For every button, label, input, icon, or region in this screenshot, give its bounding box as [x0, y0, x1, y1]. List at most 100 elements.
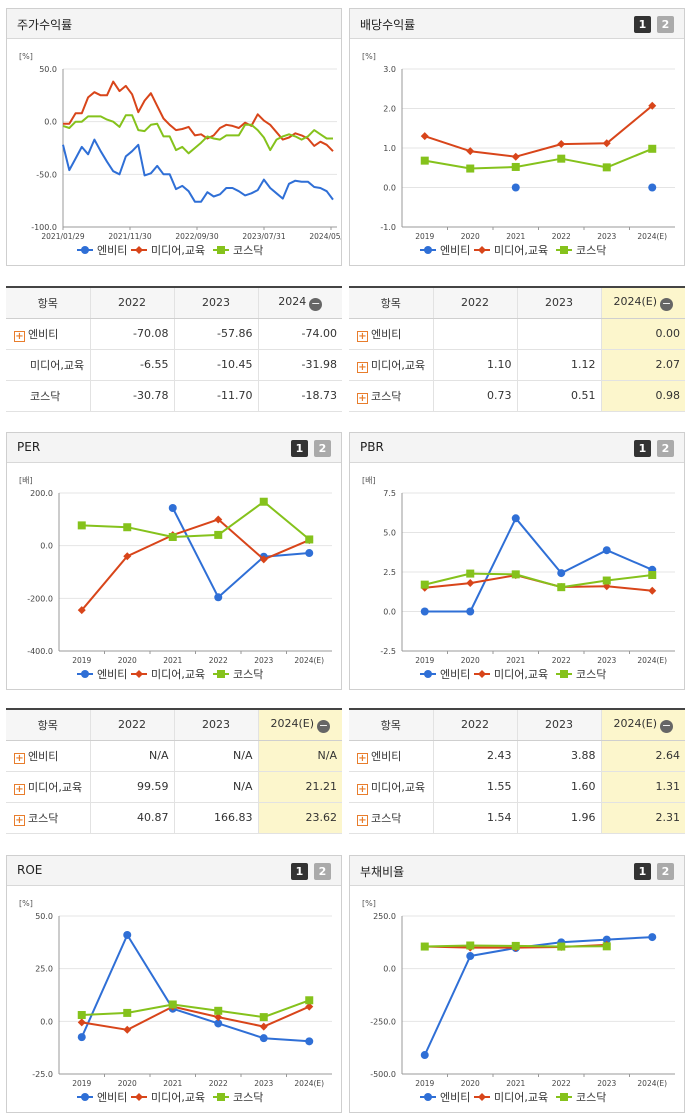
series-line-1 [63, 80, 334, 152]
table-cell: 1.96 [516, 802, 601, 834]
collapse-icon[interactable]: − [309, 296, 323, 311]
chart-panel-3: PBR 1 2 [배] 7.5 5.0 2.5 0.0 -2.5 2019 2020 2021 2022… [349, 432, 685, 690]
row-label-cell[interactable]: + 미디어,교육 [6, 771, 90, 803]
column-header-label: 2024(E) [613, 294, 658, 308]
table-cell: 2.64 [600, 740, 685, 772]
legend-marker [135, 670, 143, 678]
data-point-1 [123, 1025, 132, 1034]
table-cell: 2.43 [432, 740, 517, 772]
view-button-2[interactable]: 2 [314, 863, 331, 880]
row-label-cell[interactable]: + 코스닥 [349, 380, 433, 412]
row-label-cell[interactable]: + 엔비티 [6, 318, 90, 350]
x-tick-label: 2024(E) [637, 656, 667, 665]
column-header: 2024(E) − [257, 709, 342, 741]
row-label-cell[interactable]: + 엔비티 [349, 740, 433, 772]
data-point-0 [168, 504, 177, 513]
data-point-2 [168, 1000, 177, 1009]
column-header-label: 2023 [545, 718, 573, 732]
view-button-1[interactable]: 1 [634, 16, 651, 33]
column-header-label: 항목 [37, 718, 58, 732]
y-tick-label: 0.0 [44, 118, 57, 127]
table-row: + 코스닥 0.73 0.51 0.98 [349, 380, 685, 412]
row-label-cell[interactable]: + 엔비티 [349, 318, 433, 350]
expand-icon[interactable]: + [14, 783, 25, 795]
legend-label: 코스닥 [576, 244, 606, 257]
expand-icon[interactable]: + [357, 752, 368, 764]
row-label: 코스닥 [30, 389, 61, 403]
row-label: 코스닥 [28, 811, 59, 825]
table-row: + 코스닥 1.54 1.96 2.31 [349, 802, 685, 834]
legend-label: 미디어,교육 [494, 244, 548, 257]
data-point-2 [466, 164, 475, 173]
row-label-cell[interactable]: + 코스닥 [6, 802, 90, 834]
collapse-icon[interactable]: − [317, 718, 331, 733]
collapse-icon[interactable]: − [660, 718, 674, 733]
view-button-2[interactable]: 2 [314, 440, 331, 457]
column-header-label: 항목 [37, 296, 58, 310]
row-label-cell[interactable]: + 엔비티 [6, 740, 90, 772]
table-cell [432, 318, 517, 350]
x-tick-label: 2020 [461, 1079, 480, 1088]
x-tick-label: 2022 [552, 1079, 571, 1088]
data-point-0 [259, 1034, 268, 1043]
view-button-1[interactable]: 1 [634, 863, 651, 880]
table-cell: 166.83 [173, 802, 258, 834]
expand-icon[interactable]: + [357, 814, 368, 826]
y-tick-label: -1.0 [380, 223, 396, 232]
chart-svg: [%] 250.0 0.0 -250.0 -500.0 2019 2020 2021 2022 2… [362, 899, 675, 1104]
x-tick-label: 2024(E) [637, 232, 667, 241]
column-header: 2023 [516, 287, 601, 319]
legend-marker [560, 246, 568, 254]
x-tick-label: 2019 [415, 1079, 434, 1088]
column-header-label: 2022 [461, 718, 489, 732]
row-label: 미디어,교육 [30, 358, 85, 372]
y-tick-label: 7.5 [383, 489, 396, 498]
legend-marker [560, 1093, 568, 1101]
data-table-0: 항목 2022 2023 2024− + 엔비티 -70.08 -57.86 -74.00 미디어… [6, 286, 342, 412]
row-label-cell[interactable]: + 미디어,교육 [349, 771, 433, 803]
expand-icon[interactable]: + [14, 814, 25, 826]
table-row: + 엔비티 -70.08 -57.86 -74.00 [6, 318, 342, 350]
y-tick-label: 5.0 [383, 529, 396, 538]
data-point-2 [511, 162, 520, 171]
table-cell: N/A [89, 740, 174, 772]
panel-header: PBR 1 2 [350, 433, 684, 463]
expand-icon[interactable]: + [14, 330, 25, 342]
x-tick-label: 2024/05/31 [309, 232, 341, 241]
x-tick-label: 2021 [163, 1079, 182, 1088]
legend-marker [81, 670, 89, 678]
row-label-cell[interactable]: + 미디어,교육 [349, 349, 433, 381]
y-tick-label: 0.0 [383, 608, 396, 617]
table-cell: N/A [173, 740, 258, 772]
expand-icon[interactable]: + [357, 783, 368, 795]
legend-label: 엔비티 [440, 244, 470, 257]
expand-icon[interactable]: + [357, 330, 368, 342]
column-header: 2024(E) − [600, 287, 685, 319]
table-cell: 23.62 [257, 802, 342, 834]
row-label-cell[interactable]: + 코스닥 [349, 802, 433, 834]
view-button-2[interactable]: 2 [657, 440, 674, 457]
data-point-2 [466, 569, 475, 578]
row-label: 엔비티 [28, 749, 59, 763]
legend-label: 코스닥 [576, 1091, 606, 1104]
view-button-1[interactable]: 1 [634, 440, 651, 457]
expand-icon[interactable]: + [14, 752, 25, 764]
view-button-1[interactable]: 1 [291, 863, 308, 880]
column-header-label: 2024 [278, 294, 307, 308]
row-label: 미디어,교육 [371, 358, 426, 372]
y-tick-label: 50.0 [35, 912, 53, 921]
table-cell: -10.45 [173, 349, 258, 381]
expand-icon[interactable]: + [357, 361, 368, 373]
x-tick-label: 2022/09/30 [175, 232, 218, 241]
view-button-2[interactable]: 2 [657, 863, 674, 880]
y-tick-label: 0.0 [40, 542, 53, 551]
expand-icon[interactable]: + [357, 392, 368, 404]
legend-marker [424, 246, 432, 254]
column-header-label: 2022 [118, 718, 146, 732]
collapse-icon[interactable]: − [660, 296, 674, 311]
row-label: 엔비티 [371, 327, 402, 341]
data-point-0 [77, 1033, 86, 1042]
view-button-2[interactable]: 2 [657, 16, 674, 33]
data-table-2: 항목 2022 2023 2024(E) − + 엔비티 N/A N/A N/A + 미디어,교육 99… [6, 708, 342, 834]
view-button-1[interactable]: 1 [291, 440, 308, 457]
